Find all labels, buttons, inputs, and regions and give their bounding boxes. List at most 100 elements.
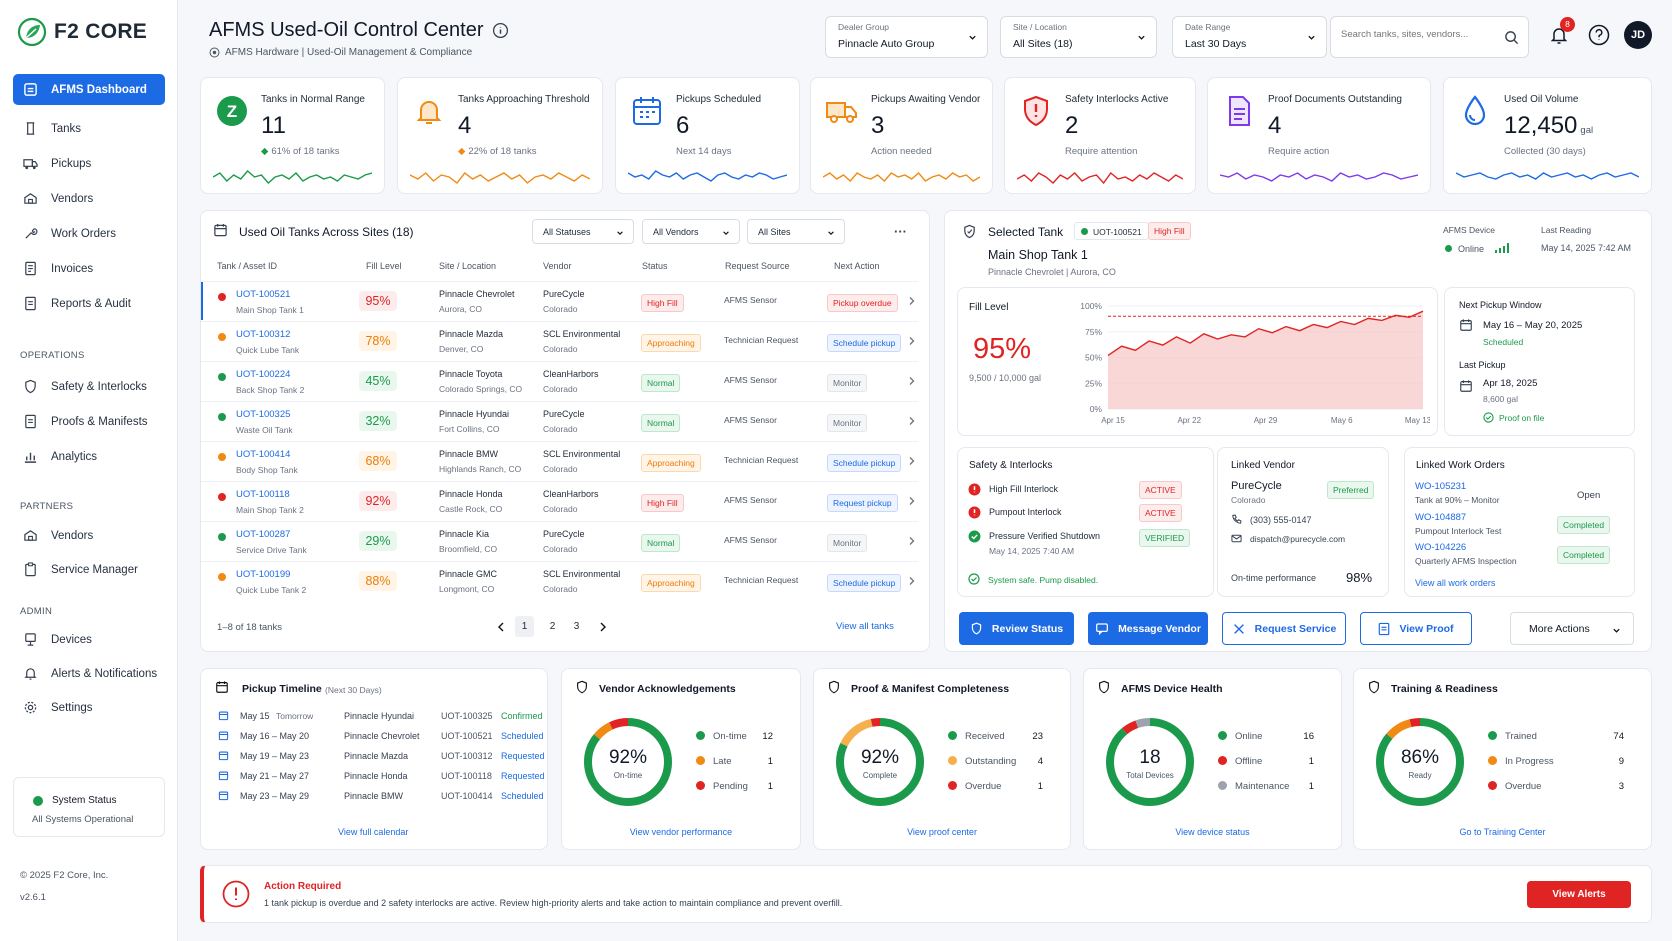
tank-id-link[interactable]: UOT-100414 xyxy=(236,449,291,460)
table-row[interactable]: UOT-100224 Back Shop Tank 2 45% Pinnacle To… xyxy=(201,361,918,401)
timeline-tank[interactable]: UOT-100325 xyxy=(441,711,493,721)
sidebar-item-service-manager[interactable]: Service Manager xyxy=(13,554,165,585)
sidebar-item-analytics[interactable]: Analytics xyxy=(13,441,165,472)
tank-id-link[interactable]: UOT-100224 xyxy=(236,369,291,380)
vendor-filter-select[interactable]: All Vendors xyxy=(642,219,740,244)
request-service-button[interactable]: Request Service xyxy=(1222,612,1346,645)
sidebar-item-afms-dashboard[interactable]: AFMS Dashboard xyxy=(13,74,165,105)
chevron-right-icon[interactable] xyxy=(908,416,916,426)
info-icon[interactable] xyxy=(492,22,509,39)
search-input[interactable] xyxy=(1341,29,1491,40)
kpi-card[interactable]: Proof Documents Outstanding 4 Require acti… xyxy=(1207,77,1431,194)
table-row[interactable]: UOT-100199 Quick Lube Tank 2 88% Pinnacle G… xyxy=(201,561,918,601)
timeline-tank[interactable]: UOT-100118 xyxy=(441,771,492,781)
view-full-calendar-link[interactable]: View full calendar xyxy=(338,827,409,837)
work-order-link[interactable]: WO-105231 xyxy=(1415,481,1467,492)
status-filter-select[interactable]: All Statuses xyxy=(532,219,634,244)
work-order-link[interactable]: WO-104887 xyxy=(1415,512,1467,523)
more-options-button[interactable]: ··· xyxy=(894,224,907,239)
page-button-1[interactable]: 1 xyxy=(515,616,534,637)
timeline-tank[interactable]: UOT-100312 xyxy=(441,751,493,761)
proof-on-file[interactable]: Proof on file xyxy=(1499,413,1545,423)
sidebar-item-reports-audit[interactable]: Reports & Audit xyxy=(13,288,165,319)
sidebar-item-devices[interactable]: Devices xyxy=(13,624,165,655)
next-action-button[interactable]: Monitor xyxy=(827,414,868,432)
next-action-button[interactable]: Request pickup xyxy=(827,494,898,512)
summary-card-link[interactable]: Go to Training Center xyxy=(1459,827,1546,837)
help-icon[interactable] xyxy=(1588,24,1610,46)
table-row[interactable]: UOT-100414 Body Shop Tank 68% Pinnacle BMW H… xyxy=(201,441,918,481)
tank-id-link[interactable]: UOT-100199 xyxy=(236,569,291,580)
search-box[interactable] xyxy=(1330,16,1529,58)
site-name: Pinnacle Kia xyxy=(439,529,490,539)
timeline-tank[interactable]: UOT-100521 xyxy=(441,731,493,741)
chevron-left-icon[interactable] xyxy=(496,621,506,633)
vendor-email[interactable]: dispatch@purecycle.com xyxy=(1250,534,1346,544)
next-action-button[interactable]: Pickup overdue xyxy=(827,294,898,312)
search-icon[interactable] xyxy=(1504,30,1519,45)
avatar[interactable]: JD xyxy=(1624,21,1652,49)
view-all-work-orders-link[interactable]: View all work orders xyxy=(1415,578,1496,588)
site-filter-select[interactable]: All Sites xyxy=(747,219,845,244)
more-actions-button[interactable]: More Actions xyxy=(1510,612,1634,645)
review-status-button[interactable]: Review Status xyxy=(959,612,1074,645)
sidebar-item-pickups[interactable]: Pickups xyxy=(13,148,165,179)
vendor-phone[interactable]: (303) 555-0147 xyxy=(1250,515,1312,525)
next-action-button[interactable]: Schedule pickup xyxy=(827,334,902,352)
summary-card-link[interactable]: View device status xyxy=(1175,827,1250,837)
table-row[interactable]: UOT-100325 Waste Oil Tank 32% Pinnacle Hyun… xyxy=(201,401,918,441)
sidebar-item-proofs-manifests[interactable]: Proofs & Manifests xyxy=(13,406,165,437)
chevron-right-icon[interactable] xyxy=(908,536,916,546)
page-button-2[interactable]: 2 xyxy=(549,621,556,632)
message-vendor-button[interactable]: Message Vendor xyxy=(1088,612,1208,645)
chevron-right-icon[interactable] xyxy=(908,296,916,306)
table-row[interactable]: UOT-100312 Quick Lube Tank 78% Pinnacle Maz… xyxy=(201,321,918,361)
kpi-card[interactable]: Tanks Approaching Threshold 4 ◆ 22% of 18 t… xyxy=(397,77,603,194)
work-order-link[interactable]: WO-104226 xyxy=(1415,542,1467,553)
tank-id-link[interactable]: UOT-100521 xyxy=(236,289,291,300)
timeline-tank[interactable]: UOT-100414 xyxy=(441,791,493,801)
tank-id-link[interactable]: UOT-100118 xyxy=(236,489,290,500)
kpi-card[interactable]: Z Tanks in Normal Range 11 ◆ 61% of 18 tanks xyxy=(200,77,385,194)
kpi-card[interactable]: Pickups Scheduled 6 Next 14 days xyxy=(615,77,800,194)
table-row[interactable]: UOT-100287 Service Drive Tank 29% Pinnacle … xyxy=(201,521,918,561)
sidebar-item-tanks[interactable]: Tanks xyxy=(13,113,165,144)
next-action-button[interactable]: Monitor xyxy=(827,374,868,392)
summary-card-link[interactable]: View proof center xyxy=(907,827,977,837)
chevron-right-icon[interactable] xyxy=(908,576,916,586)
sidebar-item-safety-interlocks[interactable]: Safety & Interlocks xyxy=(13,371,165,402)
sidebar-item-alerts-notifications[interactable]: Alerts & Notifications xyxy=(13,658,165,689)
table-row[interactable]: UOT-100521 Main Shop Tank 1 95% Pinnacle Ch… xyxy=(201,281,918,321)
next-action-button[interactable]: Schedule pickup xyxy=(827,454,902,472)
next-action-button[interactable]: Schedule pickup xyxy=(827,574,902,592)
sidebar-item-invoices[interactable]: Invoices xyxy=(13,253,165,284)
sidebar-item-work-orders[interactable]: Work Orders xyxy=(13,218,165,249)
chevron-right-icon[interactable] xyxy=(908,336,916,346)
tank-id-link[interactable]: UOT-100287 xyxy=(236,529,291,540)
view-proof-button[interactable]: View Proof xyxy=(1360,612,1472,645)
view-all-tanks-link[interactable]: View all tanks xyxy=(836,621,894,632)
kpi-card[interactable]: Used Oil Volume 12,450 gal Collected (30 da… xyxy=(1443,77,1652,194)
summary-card-link[interactable]: View vendor performance xyxy=(629,827,733,837)
chevron-right-icon[interactable] xyxy=(598,621,608,633)
kpi-card[interactable]: Safety Interlocks Active 2 Require attenti… xyxy=(1004,77,1196,194)
sidebar-item-vendors[interactable]: Vendors xyxy=(13,183,165,214)
table-row[interactable]: UOT-100118 Main Shop Tank 2 92% Pinnacle Ho… xyxy=(201,481,918,521)
chevron-right-icon[interactable] xyxy=(908,456,916,466)
kpi-card[interactable]: Pickups Awaiting Vendor 3 Action needed xyxy=(810,77,993,194)
date-range-select[interactable]: Date Range Last 30 Days xyxy=(1172,16,1327,58)
linked-vendor-name[interactable]: PureCycle xyxy=(1231,480,1282,492)
brand-logo[interactable]: F2 CORE xyxy=(17,17,147,47)
notifications-button[interactable]: 8 xyxy=(1549,17,1575,45)
chevron-right-icon[interactable] xyxy=(908,496,916,506)
page-button-3[interactable]: 3 xyxy=(573,621,580,632)
tank-id-link[interactable]: UOT-100325 xyxy=(236,409,291,420)
next-action-button[interactable]: Monitor xyxy=(827,534,868,552)
sidebar-item-partner-vendors[interactable]: Vendors xyxy=(13,520,165,551)
tank-id-link[interactable]: UOT-100312 xyxy=(236,329,291,340)
view-alerts-button[interactable]: View Alerts xyxy=(1527,881,1631,908)
site-location-select[interactable]: Site / Location All Sites (18) xyxy=(1000,16,1157,58)
dealer-group-select[interactable]: Dealer Group Pinnacle Auto Group xyxy=(825,16,988,58)
chevron-right-icon[interactable] xyxy=(908,376,916,386)
sidebar-item-settings[interactable]: Settings xyxy=(13,692,165,723)
